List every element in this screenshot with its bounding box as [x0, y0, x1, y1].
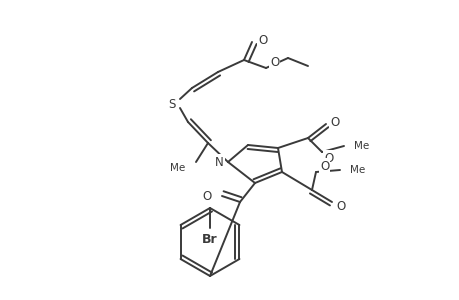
Text: O: O [319, 160, 329, 172]
Text: S: S [168, 98, 175, 110]
Text: Me: Me [350, 165, 365, 175]
Text: O: O [257, 34, 267, 46]
Text: Me: Me [353, 141, 369, 151]
Text: O: O [269, 56, 279, 68]
Text: Br: Br [202, 233, 218, 247]
Text: O: O [329, 116, 339, 128]
Text: O: O [323, 152, 332, 164]
Text: Me: Me [170, 163, 185, 173]
Text: O: O [202, 190, 212, 202]
Text: N: N [215, 155, 224, 169]
Text: O: O [335, 200, 345, 212]
